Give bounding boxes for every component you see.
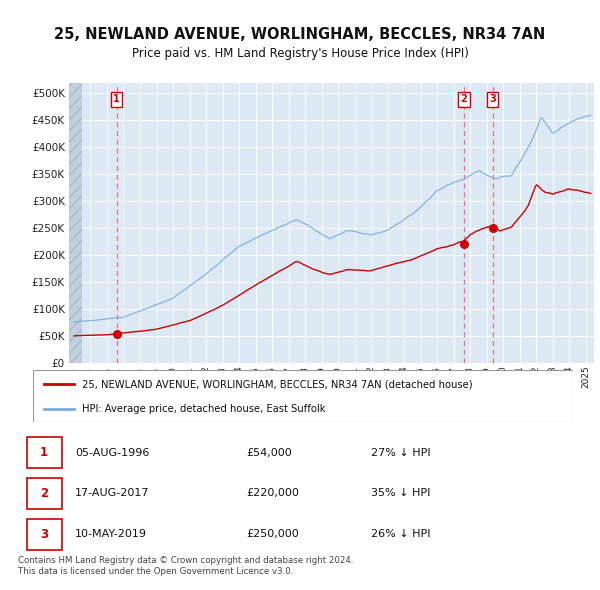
Text: 17-AUG-2017: 17-AUG-2017 xyxy=(75,489,149,499)
FancyBboxPatch shape xyxy=(26,437,62,468)
Text: 1: 1 xyxy=(40,446,48,459)
Text: 2: 2 xyxy=(40,487,48,500)
Text: £250,000: £250,000 xyxy=(246,529,299,539)
Text: Price paid vs. HM Land Registry's House Price Index (HPI): Price paid vs. HM Land Registry's House … xyxy=(131,47,469,60)
Text: 27% ↓ HPI: 27% ↓ HPI xyxy=(371,448,431,457)
Text: 26% ↓ HPI: 26% ↓ HPI xyxy=(371,529,431,539)
Text: 1: 1 xyxy=(113,94,120,104)
Text: 3: 3 xyxy=(40,528,48,541)
FancyBboxPatch shape xyxy=(26,478,62,509)
Text: 05-AUG-1996: 05-AUG-1996 xyxy=(75,448,149,457)
Text: Contains HM Land Registry data © Crown copyright and database right 2024.
This d: Contains HM Land Registry data © Crown c… xyxy=(18,556,353,576)
Text: £220,000: £220,000 xyxy=(246,489,299,499)
Text: HPI: Average price, detached house, East Suffolk: HPI: Average price, detached house, East… xyxy=(82,404,325,414)
Text: 35% ↓ HPI: 35% ↓ HPI xyxy=(371,489,431,499)
Text: 25, NEWLAND AVENUE, WORLINGHAM, BECCLES, NR34 7AN (detached house): 25, NEWLAND AVENUE, WORLINGHAM, BECCLES,… xyxy=(82,379,472,389)
FancyBboxPatch shape xyxy=(26,519,62,550)
Text: 3: 3 xyxy=(489,94,496,104)
Text: 25, NEWLAND AVENUE, WORLINGHAM, BECCLES, NR34 7AN: 25, NEWLAND AVENUE, WORLINGHAM, BECCLES,… xyxy=(55,27,545,42)
Text: £54,000: £54,000 xyxy=(246,448,292,457)
Text: 2: 2 xyxy=(461,94,467,104)
Text: 10-MAY-2019: 10-MAY-2019 xyxy=(75,529,147,539)
FancyBboxPatch shape xyxy=(33,370,573,422)
